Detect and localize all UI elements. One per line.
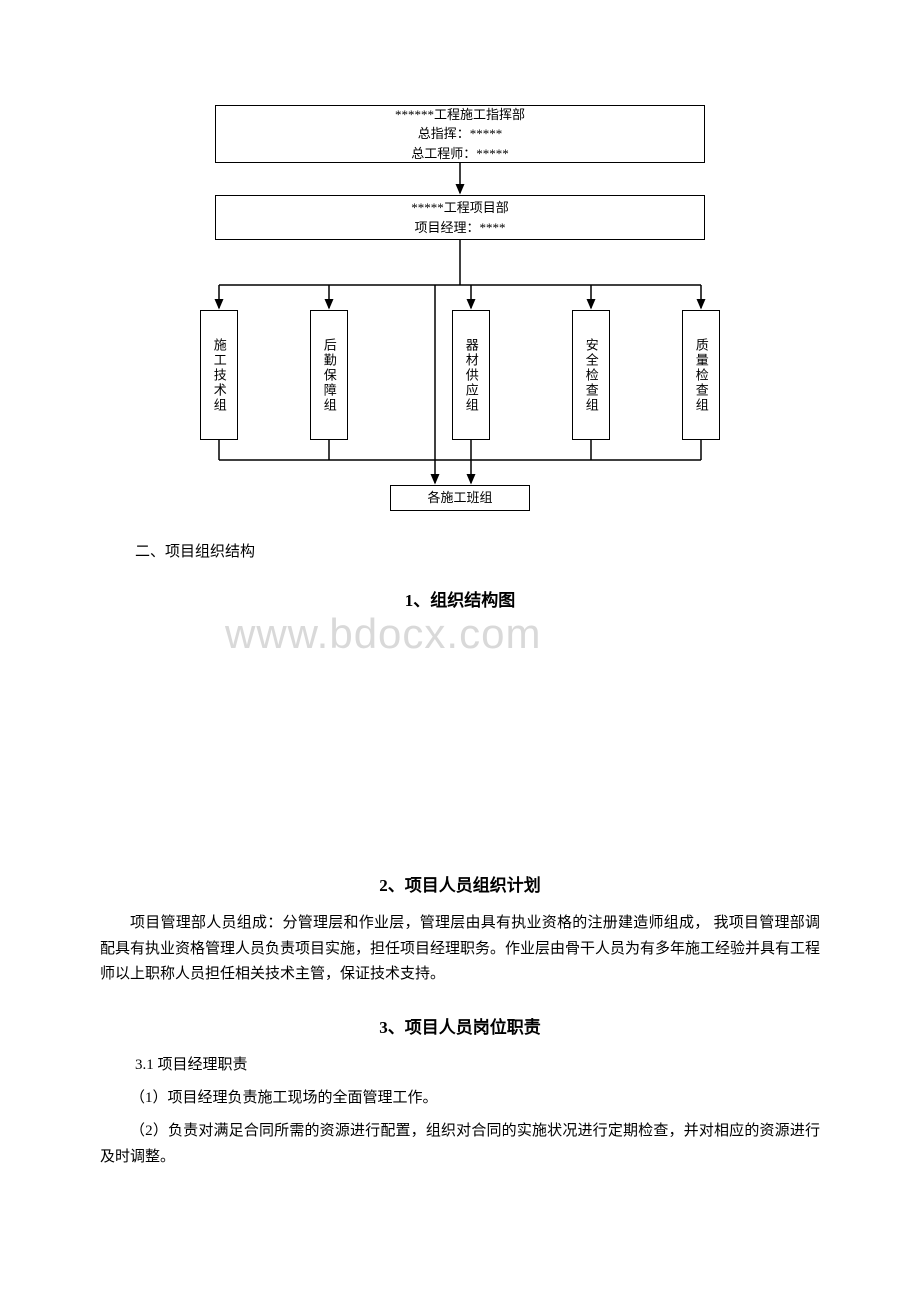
node-group-1: 施工技术组 [200,310,238,440]
heading-1: 1、组织结构图 [100,586,820,611]
node-hq: ******工程施工指挥部 总指挥：***** 总工程师：***** [215,105,705,163]
duty-1: （1）项目经理负责施工现场的全面管理工作。 [100,1086,820,1112]
sub-3-1: 3.1 项目经理职责 [135,1053,820,1074]
heading-2: 2、项目人员组织计划 [100,871,820,896]
hq-line2: 总指挥：***** [418,124,503,144]
pm-line2: 项目经理：**** [414,218,505,238]
group-4-label: 安全检查组 [581,338,601,413]
org-chart: ******工程施工指挥部 总指挥：***** 总工程师：***** *****… [180,100,740,510]
group-2-label: 后勤保障组 [319,338,339,413]
section-2-label: 二、项目组织结构 [135,540,820,561]
node-group-4: 安全检查组 [572,310,610,440]
node-group-2: 后勤保障组 [310,310,348,440]
node-group-5: 质量检查组 [682,310,720,440]
node-group-3: 器材供应组 [452,310,490,440]
hq-line1: ******工程施工指挥部 [395,105,525,125]
hq-line3: 总工程师：***** [411,144,509,164]
heading-3: 3、项目人员岗位职责 [100,1013,820,1038]
teams-label: 各施工班组 [427,488,492,508]
pm-line1: *****工程项目部 [411,198,509,218]
node-teams: 各施工班组 [390,485,530,511]
group-1-label: 施工技术组 [209,338,229,413]
duty-2: （2）负责对满足合同所需的资源进行配置，组织对合同的实施状况进行定期检查，并对相… [100,1119,820,1170]
group-5-label: 质量检查组 [691,338,711,413]
plan-paragraph: 项目管理部人员组成：分管理层和作业层，管理层由具有执业资格的注册建造师组成， 我… [100,911,820,988]
group-3-label: 器材供应组 [461,338,481,413]
node-pm: *****工程项目部 项目经理：**** [215,195,705,240]
